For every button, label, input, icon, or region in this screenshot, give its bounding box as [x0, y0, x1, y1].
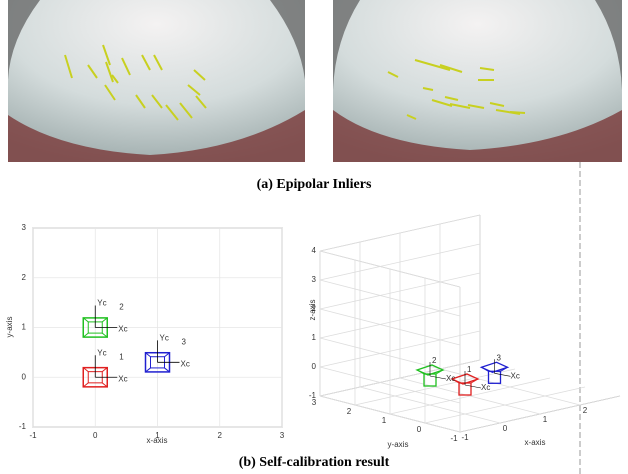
camera: [82, 355, 118, 388]
image-left: [8, 0, 305, 162]
camera-x-label: Xc: [446, 374, 455, 383]
camera-y-label: Yc: [97, 299, 106, 308]
camera-x-axis: [429, 375, 447, 380]
camera-edge: [82, 367, 89, 373]
camera-edge: [470, 378, 479, 384]
camera-edge: [451, 378, 460, 384]
camera-number: 3: [182, 337, 187, 346]
camera-number: 1: [119, 352, 124, 361]
y-tick-label: 2: [347, 407, 352, 416]
z-tick-label: 0: [312, 362, 317, 371]
y-tick-label: 2: [22, 273, 27, 282]
camera-edge: [145, 367, 151, 373]
image-right: [333, 0, 622, 162]
camera: [144, 340, 180, 373]
z-axis-label: z-axis: [308, 300, 317, 321]
camera-x-label: Xc: [481, 383, 490, 392]
y-tick-label: -1: [19, 422, 27, 431]
y-tick-label: 3: [22, 223, 27, 232]
caption-b: (b) Self-calibration result: [239, 455, 390, 470]
camera-number: 1: [467, 365, 472, 374]
camera-edge: [82, 332, 89, 338]
y-tick-label: 1: [382, 416, 387, 425]
y-tick-label: 1: [22, 323, 27, 332]
camera-number: 3: [497, 353, 502, 362]
camera-edge: [481, 366, 489, 372]
y-axis-label-3d: y-axis: [388, 440, 409, 449]
grid-line: [319, 359, 481, 397]
camera-edge: [500, 366, 508, 372]
camera-edge: [164, 367, 170, 373]
camera-x-label: Xc: [118, 325, 127, 334]
x-tick-label: 0: [93, 431, 98, 440]
caption-a: (a) Epipolar Inliers: [257, 177, 372, 192]
y-tick-label: 3: [312, 398, 317, 407]
camera-edge: [82, 382, 89, 388]
y-axis-label: y-axis: [5, 317, 14, 338]
camera-3d: [479, 359, 511, 384]
grid-line: [459, 395, 621, 433]
grid-line: [389, 377, 551, 415]
x-tick-label: 1: [543, 415, 548, 424]
z-tick-label: 2: [312, 304, 317, 313]
camera-x-axis: [494, 373, 511, 377]
camera-3d: [415, 362, 447, 387]
camera-x-label: Xc: [511, 371, 520, 380]
grid-line: [424, 386, 586, 424]
camera-x-label: Xc: [181, 359, 190, 368]
x-tick-label: -1: [29, 431, 37, 440]
x-tick-label: 2: [218, 431, 223, 440]
camera-x-label: Xc: [118, 374, 127, 383]
camera-y-label: Yc: [97, 348, 106, 357]
camera-edge: [101, 317, 108, 323]
x-tick-label: 0: [503, 424, 508, 433]
camera-number: 2: [119, 303, 124, 312]
x-tick-label: 3: [280, 431, 285, 440]
camera-edge: [101, 367, 108, 373]
camera-y-label: Yc: [160, 333, 169, 342]
camera-edge: [101, 332, 108, 338]
x-tick-label: -1: [461, 433, 469, 442]
y-tick-label: 0: [22, 372, 27, 381]
camera-edge: [164, 352, 170, 358]
camera-3d: [450, 371, 482, 396]
z-tick-label: 4: [312, 246, 317, 255]
camera-edge: [82, 317, 89, 323]
camera-number: 2: [432, 356, 437, 365]
y-tick-label: -1: [450, 434, 458, 443]
z-tick-label: 3: [312, 275, 317, 284]
camera: [82, 305, 118, 338]
camera-edge: [435, 369, 444, 375]
x-axis-label: x-axis: [147, 436, 168, 445]
z-tick-label: 1: [312, 333, 317, 342]
camera-x-axis: [464, 384, 482, 389]
x-tick-label: 2: [583, 406, 588, 415]
camera-edge: [101, 382, 108, 388]
x-axis-label-3d: x-axis: [525, 438, 546, 447]
z-tick-label: -1: [309, 391, 317, 400]
camera-edge: [145, 352, 151, 358]
camera-edge: [416, 369, 425, 375]
y-tick-label: 0: [417, 425, 422, 434]
x-tick-label: 1: [155, 431, 160, 440]
